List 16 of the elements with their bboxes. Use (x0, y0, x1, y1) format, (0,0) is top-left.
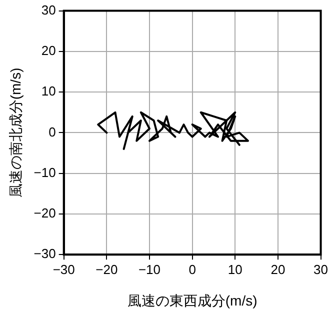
y-tick-label: 20 (41, 43, 56, 58)
x-tick-label: 20 (270, 262, 286, 277)
y-tick-label: −20 (34, 206, 56, 221)
x-tick-label: 10 (228, 262, 242, 277)
y-tick-label: −30 (34, 246, 56, 262)
y-tick-label: 0 (48, 124, 56, 140)
y-tick-label: 10 (41, 84, 56, 99)
x-tick-label: −30 (52, 262, 75, 277)
x-tick-label: −10 (138, 262, 161, 277)
y-axis-title: 風速の南北成分(m/s) (7, 68, 24, 198)
y-tick-label: −10 (34, 164, 56, 180)
y-tick-label: 30 (41, 2, 56, 18)
x-axis-title: 風速の東西成分(m/s) (127, 292, 258, 308)
x-tick-label: 0 (188, 262, 196, 277)
x-tick-label: −20 (96, 262, 118, 277)
x-tick-label: 30 (314, 262, 328, 277)
